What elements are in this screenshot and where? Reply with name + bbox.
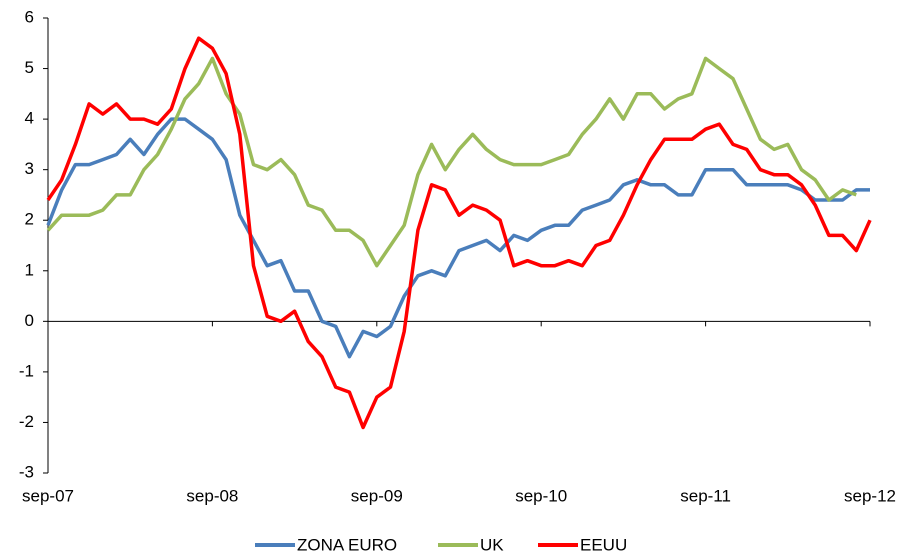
x-tick-label: sep-09 xyxy=(351,486,403,505)
x-tick-label: sep-12 xyxy=(844,486,896,505)
x-tick-label: sep-10 xyxy=(515,486,567,505)
y-tick-label: -1 xyxy=(19,361,34,380)
legend-label: UK xyxy=(480,535,504,554)
series-line xyxy=(46,117,870,359)
y-tick-label: 2 xyxy=(25,210,34,229)
series-line xyxy=(46,56,857,268)
y-tick-label: -3 xyxy=(19,462,34,481)
legend-label: ZONA EURO xyxy=(297,535,397,554)
x-tick-label: sep-11 xyxy=(680,486,731,505)
legend-label: EEUU xyxy=(580,535,627,554)
x-tick-label: sep-08 xyxy=(186,486,238,505)
y-tick-label: 4 xyxy=(25,109,34,128)
y-tick-label: 3 xyxy=(25,159,34,178)
y-tick-label: -2 xyxy=(19,412,34,431)
y-tick-label: 6 xyxy=(25,7,34,26)
y-tick-label: 5 xyxy=(25,58,34,77)
y-tick-label: 1 xyxy=(25,260,34,279)
series-line xyxy=(46,36,872,430)
x-tick-label: sep-07 xyxy=(22,486,74,505)
y-tick-label: 0 xyxy=(25,311,34,330)
